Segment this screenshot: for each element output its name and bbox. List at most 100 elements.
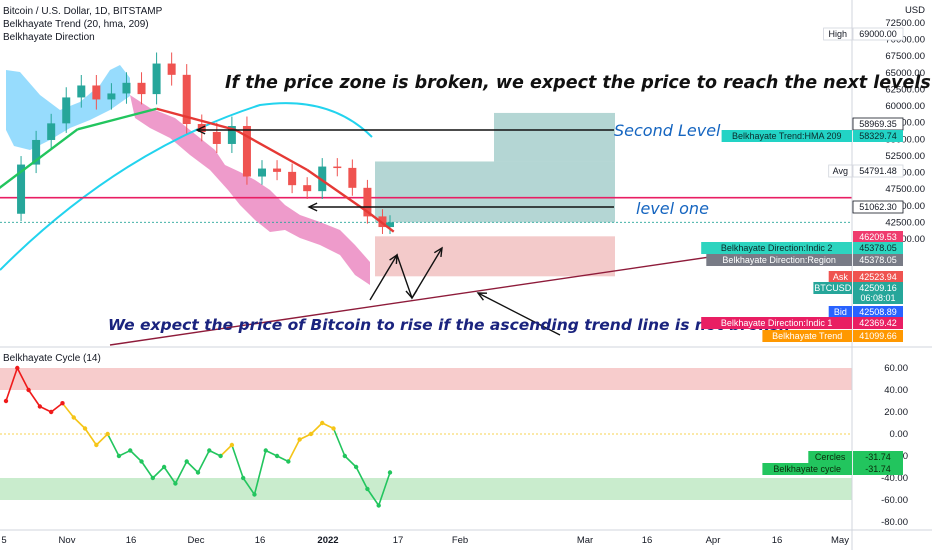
candle-body <box>258 168 266 177</box>
level-one-label: level one <box>636 199 709 218</box>
trend-indicator-legend[interactable]: Belkhayate Trend (20, hma, 209) <box>3 19 149 30</box>
cycle-point <box>116 453 122 459</box>
candle-body <box>288 171 297 186</box>
candle-body <box>363 187 372 217</box>
cycle-tick-label: -80.00 <box>881 517 908 528</box>
candle-body <box>152 63 161 95</box>
cycle-tag-value: -31.74 <box>865 464 891 474</box>
price-tag-label-box <box>721 130 852 142</box>
price-tag-label-box <box>701 242 852 254</box>
cycle-tag-label: Cercles <box>815 452 846 462</box>
price-tag-value-box <box>853 317 903 329</box>
cycle-tag-label-box <box>808 451 852 463</box>
cycle-tick-label: 20.00 <box>884 407 908 418</box>
cycle-tag-value-box <box>853 451 903 463</box>
price-tag-value-box <box>853 292 903 304</box>
candle-body <box>227 126 236 144</box>
price-tick-label: USD <box>905 5 925 16</box>
cycle-axis[interactable]: 60.0040.0020.000.00-20.00-40.00-60.00-80… <box>881 363 908 528</box>
expected-path-head <box>405 289 418 300</box>
second-level-arrow-head <box>195 125 206 135</box>
trend-line-segment <box>235 128 308 171</box>
bottom-annotation: We expect the price of Bitcoin to rise i… <box>108 316 790 334</box>
price-tick-label: 70000.00 <box>885 35 925 46</box>
trend-line-segment <box>0 128 79 190</box>
second-level-label: Second Level <box>614 121 721 140</box>
price-tag-value: 42509.16 <box>859 283 897 293</box>
cycle-point <box>274 453 280 459</box>
price-tag-label-box <box>706 254 852 266</box>
time-tick-label: Feb <box>452 535 468 546</box>
price-tick-label: 45000.00 <box>885 201 925 212</box>
cycle-segment <box>27 389 41 407</box>
price-tag-value: 42369.42 <box>859 318 897 328</box>
cycle-point <box>71 415 76 420</box>
trend-line-segment <box>156 107 236 132</box>
price-tag-value: 45378.05 <box>859 255 897 265</box>
cycle-segment <box>5 367 19 402</box>
cycle-segment <box>73 416 86 430</box>
cycle-point <box>240 475 246 481</box>
cycle-segment <box>310 422 323 435</box>
price-axis[interactable]: USD 72500.00 70000.00 67500.00 65000.00 62500… <box>851 0 925 550</box>
cycle-segment <box>242 477 256 495</box>
cycle-segment <box>106 433 120 457</box>
candle-body <box>242 126 251 177</box>
time-tick-label: 16 <box>772 535 783 546</box>
candle-body <box>182 74 191 125</box>
price-tag-value-box <box>852 200 904 214</box>
price-tick-label: 40000.00 <box>885 234 925 245</box>
price-tag-value-box <box>853 254 903 266</box>
time-axis[interactable]: 5 Nov 16 Dec 16 2022 17 Feb Mar 16 Apr 16 May <box>0 529 932 546</box>
second-level-zone <box>494 112 615 162</box>
trend-line-segment <box>306 168 369 213</box>
cyan-arc <box>0 102 373 271</box>
price-tick-label: 52500.00 <box>885 151 925 162</box>
cycle-point <box>297 437 302 442</box>
candle-body <box>273 168 282 172</box>
cycle-point <box>207 448 212 453</box>
price-tick-label: 65000.00 <box>885 68 925 79</box>
cycle-point <box>48 409 54 415</box>
cycle-segment <box>366 488 380 506</box>
cycle-point <box>353 464 359 470</box>
time-tick-label: Apr <box>706 535 721 546</box>
time-tick-label: Dec <box>188 535 205 546</box>
cycle-point <box>128 448 133 453</box>
cycle-point <box>229 442 235 448</box>
price-tag-value: 69000.00 <box>859 29 897 39</box>
cycle-point <box>195 470 201 475</box>
price-tag-value-box <box>853 242 903 254</box>
cycle-segment <box>163 466 177 484</box>
price-tag-label: Belkhayate Direction:Indic 2 <box>721 243 833 253</box>
time-tick-label: May <box>831 535 849 546</box>
cycle-pane <box>0 365 852 508</box>
cycle-segment <box>220 444 233 457</box>
cycle-tick-label: 0.00 <box>890 429 909 440</box>
candle-body <box>318 166 327 192</box>
direction-indicator-legend[interactable]: Belkhayate Direction <box>3 32 95 43</box>
cycle-point <box>82 426 88 431</box>
price-tag-value-box <box>853 306 903 318</box>
cycle-point <box>150 475 156 481</box>
cycle-segment <box>16 367 30 391</box>
price-tag-label: Avg <box>833 166 848 176</box>
price-tag-value: 06:08:01 <box>860 293 895 303</box>
price-tag-value: 58969.35 <box>859 119 897 129</box>
price-tick-label: 42500.00 <box>885 217 925 228</box>
cycle-segment <box>95 433 109 446</box>
candle-body <box>107 93 116 100</box>
candle-body <box>92 85 101 100</box>
level-one-zone <box>375 161 615 223</box>
price-tag-label-box <box>828 271 852 283</box>
price-tick-label: 72500.00 <box>885 18 925 29</box>
symbol-legend[interactable]: Bitcoin / U.S. Dollar, 1D, BITSTAMP <box>3 6 163 17</box>
price-tag-value-box <box>853 282 903 294</box>
time-tick-label: 16 <box>255 535 266 546</box>
expected-path <box>369 247 443 301</box>
cycle-indicator-legend[interactable]: Belkhayate Cycle (14) <box>3 353 101 364</box>
cycle-segment <box>174 461 188 484</box>
cycle-tick-label: 40.00 <box>884 385 908 396</box>
price-tag-value: 54791.48 <box>859 166 897 176</box>
